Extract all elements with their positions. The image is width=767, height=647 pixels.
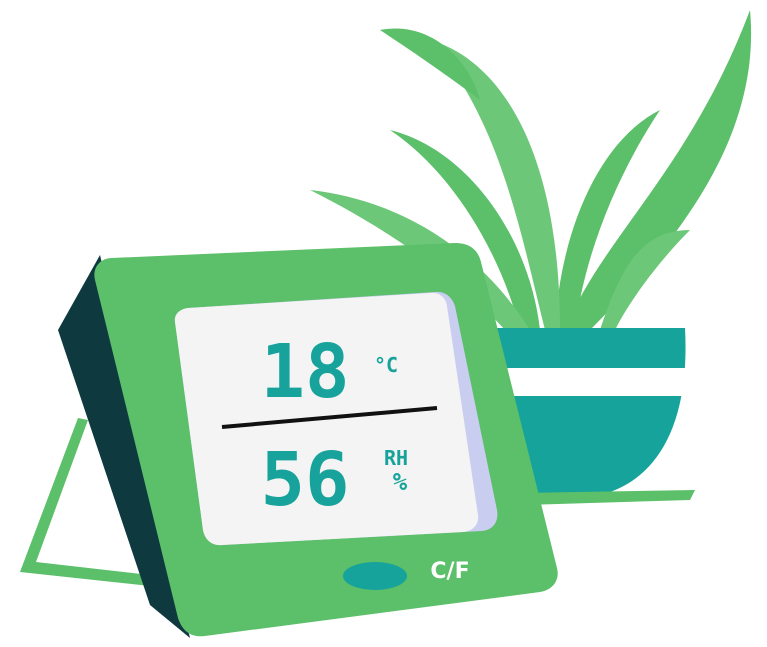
- button-label: C/F: [430, 559, 469, 584]
- device: 18 °C 56 RH % C/F: [20, 243, 558, 638]
- divider: [221, 406, 438, 429]
- humidity: 56: [260, 437, 349, 523]
- unit-button[interactable]: [343, 562, 407, 590]
- humidity-unit-bottom: %: [393, 468, 408, 496]
- temperature: 18: [260, 329, 349, 415]
- temperature-unit: °C: [374, 353, 398, 377]
- pot: [495, 328, 695, 505]
- humidity-unit-top: RH: [384, 446, 408, 470]
